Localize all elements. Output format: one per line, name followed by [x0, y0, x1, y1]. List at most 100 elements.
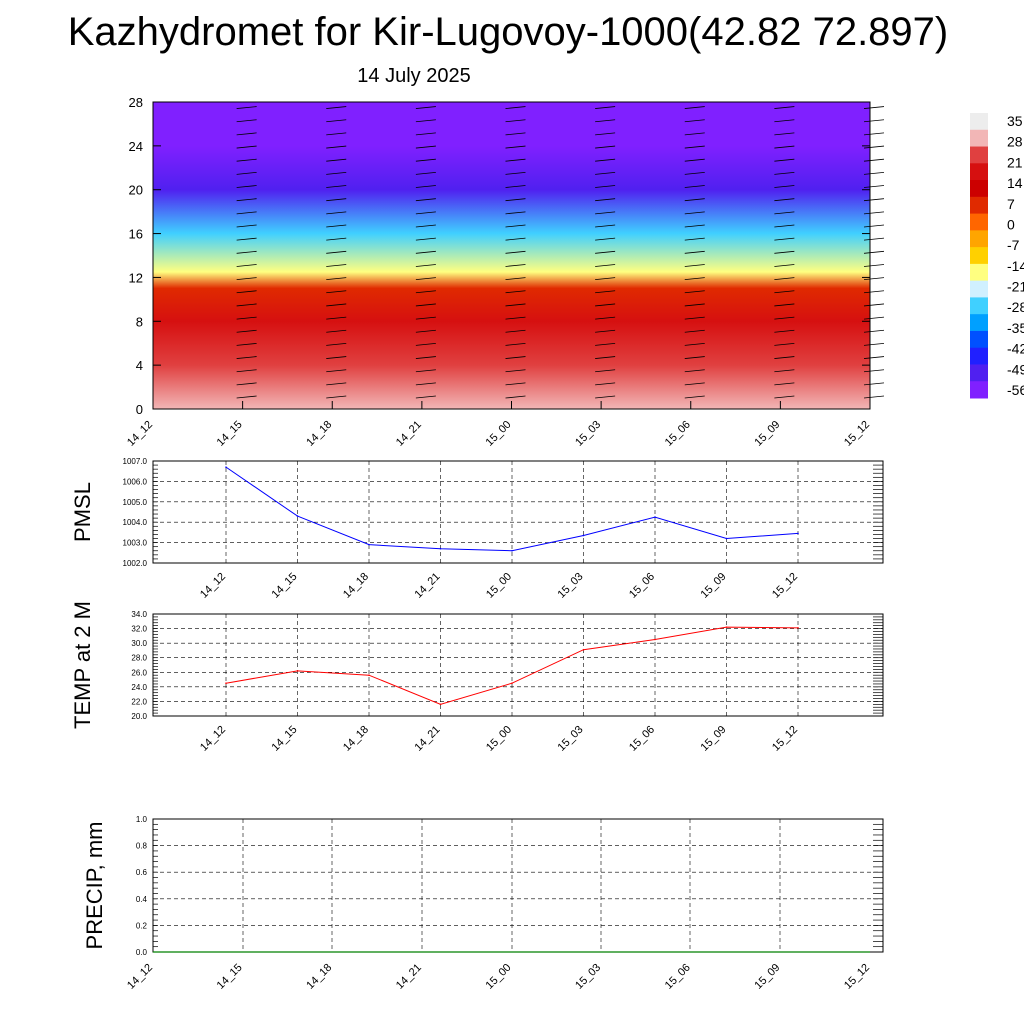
colorbar-label: -28 [1007, 299, 1024, 315]
wind-barb [774, 211, 795, 215]
x-tick-label: 14_21 [394, 962, 424, 992]
wind-barb [236, 185, 257, 188]
x-tick-label: 14_18 [304, 419, 334, 449]
colorbar-segment [970, 129, 988, 148]
wind-barb [415, 106, 436, 109]
data-point [582, 648, 585, 651]
y-tick-label: 22.0 [131, 697, 147, 706]
wind-barb [415, 356, 436, 359]
wind-barb [505, 211, 526, 215]
y-axis-label: PMSL [70, 482, 95, 542]
wind-barb [505, 356, 526, 359]
wind-barb [774, 369, 795, 373]
wind-barb [595, 250, 616, 254]
wind-barb [684, 356, 705, 359]
wind-barb [774, 343, 795, 346]
y-tick-label: 34.0 [131, 610, 147, 619]
colorbar-label: -49 [1007, 361, 1024, 377]
x-tick-label: 15_06 [627, 571, 657, 601]
wind-barb [863, 224, 885, 228]
y-tick-label: 16 [129, 227, 143, 242]
y-tick-label: 1003.0 [123, 539, 148, 548]
data-point [725, 626, 728, 628]
x-tick-label: 14_12 [125, 419, 155, 449]
wind-barb [236, 119, 257, 123]
x-tick-label: 15_03 [573, 962, 603, 992]
colorbar-segment [970, 263, 988, 282]
wind-barb [236, 132, 257, 136]
colorbar-segment [970, 163, 988, 181]
wind-barb [863, 185, 885, 188]
colorbar-label: -42 [1007, 341, 1024, 357]
wind-barb [863, 264, 885, 267]
y-tick-label: 1006.0 [123, 477, 148, 486]
wind-barb [774, 171, 795, 175]
wind-barb [415, 198, 436, 202]
wind-barb [505, 158, 526, 162]
wind-barb [326, 106, 347, 109]
wind-barb [236, 329, 257, 333]
wind-barb [684, 211, 705, 215]
wind-barb [595, 224, 616, 228]
wind-barb [595, 316, 616, 320]
colorbar-segment [970, 364, 988, 382]
wind-barb [505, 277, 526, 281]
colorbar-segment [970, 280, 988, 298]
wind-barb [415, 250, 436, 254]
wind-barb [774, 395, 795, 399]
wind-barb [774, 329, 795, 333]
y-tick-label: 1005.0 [123, 498, 148, 507]
wind-barb [236, 290, 257, 294]
wind-barb [774, 356, 795, 359]
colorbar-label: -7 [1007, 237, 1020, 253]
colorbar-segment [970, 330, 988, 349]
data-point [439, 703, 442, 706]
wind-barb [415, 119, 436, 123]
x-tick-label: 14_12 [198, 724, 228, 754]
cross-section-field [153, 102, 870, 409]
x-tick-label: 14_18 [304, 962, 334, 992]
wind-barb [326, 382, 347, 386]
wind-barb [774, 145, 795, 149]
x-tick-label: 15_03 [556, 571, 586, 601]
x-tick-label: 15_00 [484, 571, 514, 601]
wind-barb [326, 329, 347, 333]
wind-barb [415, 145, 436, 149]
x-tick-label: 15_03 [556, 724, 586, 754]
wind-barb [236, 158, 257, 162]
y-tick-label: 0.2 [136, 921, 148, 930]
wind-barb [505, 171, 526, 175]
colorbar-label: 14 [1007, 175, 1023, 191]
y-tick-label: 28 [129, 95, 143, 110]
wind-barb [236, 224, 257, 228]
wind-barb [684, 250, 705, 254]
x-tick-label: 15_09 [752, 962, 782, 992]
wind-barb [326, 395, 347, 399]
colorbar-label: -14 [1007, 258, 1024, 274]
wind-barb [863, 250, 885, 254]
wind-barb [505, 145, 526, 149]
colorbar-segment [970, 196, 988, 215]
wind-barb [684, 277, 705, 281]
wind-barb [863, 316, 885, 320]
wind-barb [236, 369, 257, 373]
wind-barb [505, 224, 526, 228]
wind-barb [326, 277, 347, 281]
y-tick-label: 28.0 [131, 654, 147, 663]
wind-barb [326, 303, 347, 307]
x-tick-label: 14_21 [413, 724, 443, 754]
wind-barb [595, 106, 616, 109]
wind-barb [595, 119, 616, 123]
wind-barb [236, 237, 257, 241]
colorbar-segment [970, 230, 988, 248]
wind-barb [595, 198, 616, 202]
data-point [511, 682, 513, 685]
data-point [797, 627, 799, 629]
wind-barb [236, 303, 257, 307]
wind-barb [236, 211, 257, 215]
colorbar-segment [970, 213, 988, 231]
wind-barb [774, 132, 795, 136]
data-point [511, 549, 513, 552]
wind-barb [774, 303, 795, 307]
wind-barb [415, 224, 436, 228]
